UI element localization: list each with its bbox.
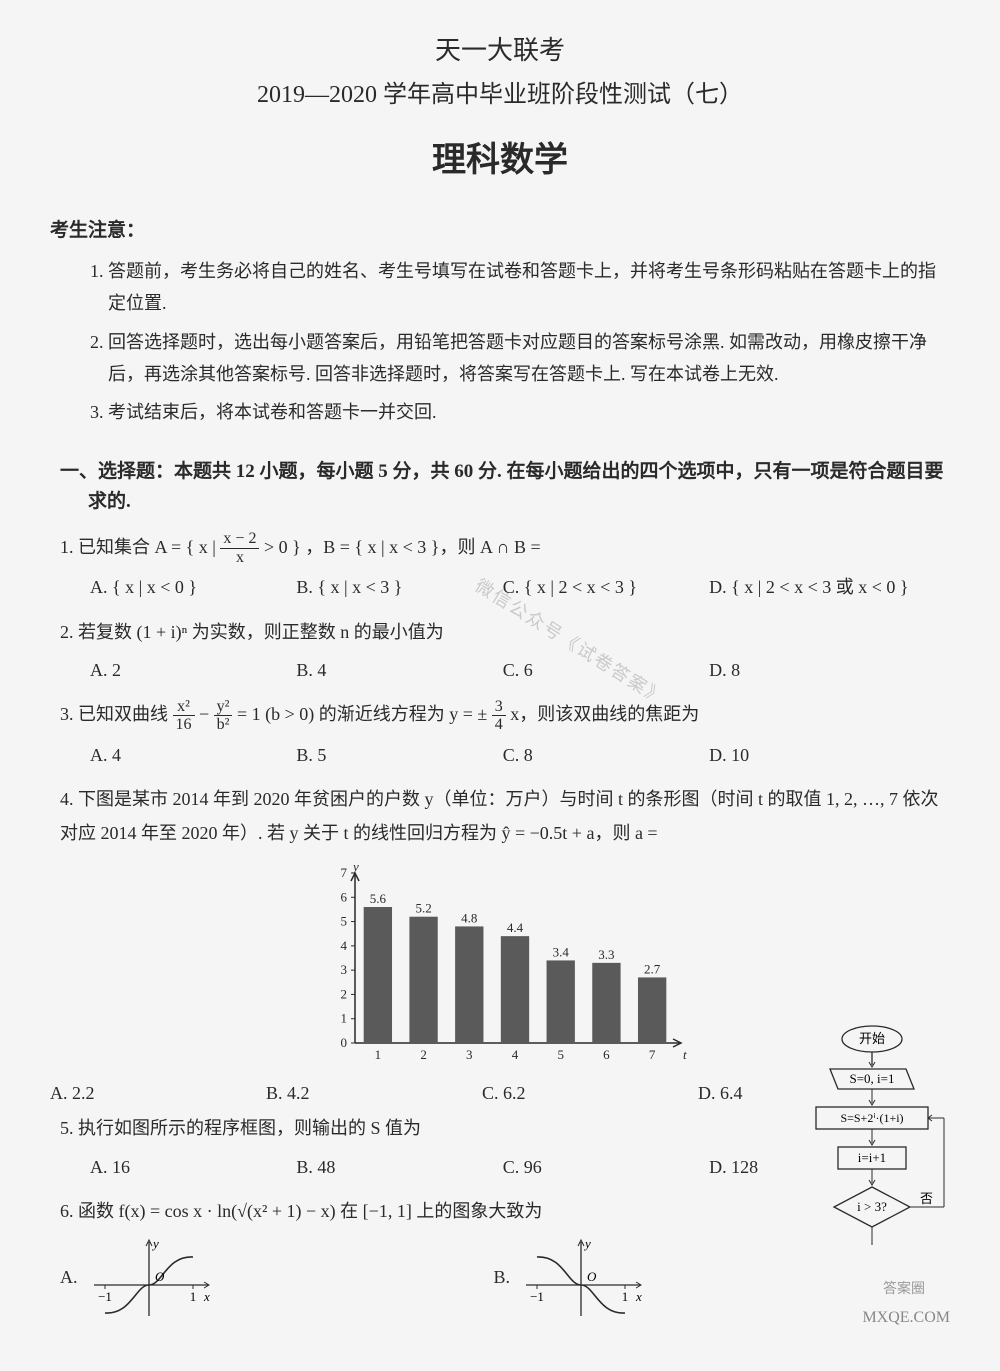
svg-text:S=0, i=1: S=0, i=1 <box>849 1071 894 1086</box>
notice-title: 考生注意： <box>50 216 950 246</box>
q2-text: 2. 若复数 (1 + i)ⁿ 为实数，则正整数 n 的最小值为 <box>60 622 444 642</box>
curve-plot-b: −1 1 Oy x <box>516 1234 646 1324</box>
svg-text:开始: 开始 <box>859 1031 885 1046</box>
q4-optC: C. 6.2 <box>482 1079 698 1108</box>
q1-set: { x | x − 2x > 0 } <box>186 537 301 557</box>
svg-text:y: y <box>351 859 359 874</box>
svg-text:i=i+1: i=i+1 <box>858 1150 886 1165</box>
section1-title: 一、选择题：本题共 12 小题，每小题 5 分，共 60 分. 在每小题给出的四… <box>78 457 950 518</box>
svg-text:6: 6 <box>341 889 348 904</box>
svg-text:6: 6 <box>603 1047 610 1062</box>
svg-text:1: 1 <box>375 1047 382 1062</box>
svg-text:y: y <box>151 1236 159 1251</box>
q6-optB-block: B. −1 1 Oy x <box>494 1234 647 1324</box>
q3-text: 3. 已知双曲线 x²16 − y²b² = 1 (b > 0) 的渐近线方程为… <box>60 704 699 724</box>
svg-text:3: 3 <box>466 1047 473 1062</box>
watermark-1: 答案圈 <box>883 1279 925 1301</box>
q4-bar-chart: 012345675.615.224.834.443.453.362.77yt <box>315 859 695 1069</box>
q5-text: 5. 执行如图所示的程序框图，则输出的 S 值为 <box>60 1118 421 1138</box>
svg-text:2.7: 2.7 <box>644 961 661 976</box>
q6-text: 6. 函数 f(x) = cos x · ln(√(x² + 1) − x) 在… <box>60 1201 542 1221</box>
q4-optB: B. 4.2 <box>266 1079 482 1108</box>
q6-optA-block: A. −1 1 Oy x <box>60 1234 214 1324</box>
flowchart-svg: 开始 S=0, i=1 S=S+2ⁱ·(1+i) i=i+1 i > 3? 否 <box>810 1021 960 1311</box>
q5-optC: C. 96 <box>503 1150 709 1184</box>
svg-text:4: 4 <box>512 1047 519 1062</box>
exam-header: 天一大联考 2019—2020 学年高中毕业班阶段性测试（七） 理科数学 <box>50 30 950 188</box>
svg-text:O: O <box>587 1269 597 1284</box>
notice-item: 1. 答题前，考生务必将自己的姓名、考生号填写在试卷和答题卡上，并将考生号条形码… <box>90 255 950 320</box>
svg-text:2: 2 <box>341 986 348 1001</box>
svg-text:1: 1 <box>189 1289 196 1304</box>
q1-optC: C. { x | 2 < x < 3 } <box>503 570 709 604</box>
svg-text:4.4: 4.4 <box>507 920 524 935</box>
svg-text:否: 否 <box>920 1191 933 1206</box>
svg-text:i > 3?: i > 3? <box>857 1199 887 1214</box>
question-3: 3. 已知双曲线 x²16 − y²b² = 1 (b > 0) 的渐近线方程为… <box>60 697 950 772</box>
q5-optA: A. 16 <box>90 1150 296 1184</box>
notice-item: 3. 考试结束后，将本试卷和答题卡一并交回. <box>90 396 950 428</box>
curve-plot-a: −1 1 Oy x <box>84 1234 214 1324</box>
q4-text: 4. 下图是某市 2014 年到 2020 年贫困户的户数 y（单位：万户）与时… <box>60 789 939 843</box>
svg-text:7: 7 <box>649 1047 656 1062</box>
svg-text:5: 5 <box>341 913 348 928</box>
svg-text:5.6: 5.6 <box>370 891 387 906</box>
svg-text:4: 4 <box>341 937 348 952</box>
question-2: 2. 若复数 (1 + i)ⁿ 为实数，则正整数 n 的最小值为 A. 2 B.… <box>60 615 950 687</box>
svg-text:2: 2 <box>420 1047 427 1062</box>
q2-optC: C. 6 <box>503 653 709 687</box>
svg-text:7: 7 <box>341 865 348 880</box>
q2-options: A. 2 B. 4 C. 6 D. 8 <box>90 653 950 687</box>
q6-optA: A. <box>60 1260 78 1294</box>
svg-text:4.8: 4.8 <box>461 910 477 925</box>
svg-text:x: x <box>635 1289 642 1304</box>
flowchart: 开始 S=0, i=1 S=S+2ⁱ·(1+i) i=i+1 i > 3? 否 <box>810 1021 970 1311</box>
question-1: 1. 已知集合 A = { x | x − 2x > 0 } ，B = { x … <box>60 530 950 605</box>
q5-optB: B. 48 <box>296 1150 502 1184</box>
q1-optB: B. { x | x < 3 } <box>296 570 502 604</box>
notice-list: 1. 答题前，考生务必将自己的姓名、考生号填写在试卷和答题卡上，并将考生号条形码… <box>50 255 950 429</box>
svg-text:y: y <box>583 1236 591 1251</box>
notice-block: 考生注意： 1. 答题前，考生务必将自己的姓名、考生号填写在试卷和答题卡上，并将… <box>50 216 950 428</box>
svg-text:0: 0 <box>341 1035 348 1050</box>
q3-optB: B. 5 <box>296 738 502 772</box>
q1-text-mid: ，B = { x | x < 3 }，则 A ∩ B = <box>305 537 540 557</box>
notice-item: 2. 回答选择题时，选出每小题答案后，用铅笔把答题卡对应题目的答案标号涂黑. 如… <box>90 326 950 391</box>
q1-options: A. { x | x < 0 } B. { x | x < 3 } C. { x… <box>90 570 950 604</box>
q3-optD: D. 10 <box>709 738 915 772</box>
svg-text:5.2: 5.2 <box>415 900 431 915</box>
q6-optB: B. <box>494 1260 511 1294</box>
q3-optC: C. 8 <box>503 738 709 772</box>
subject-title: 理科数学 <box>50 134 950 188</box>
svg-text:3: 3 <box>341 962 348 977</box>
q3-optA: A. 4 <box>90 738 296 772</box>
q2-optB: B. 4 <box>296 653 502 687</box>
bar-chart-svg: 012345675.615.224.834.443.453.362.77yt <box>315 859 695 1069</box>
q4-optA: A. 2.2 <box>50 1079 266 1108</box>
q3-options: A. 4 B. 5 C. 8 D. 10 <box>90 738 950 772</box>
header-line1: 天一大联考 <box>50 30 950 72</box>
q2-optD: D. 8 <box>709 653 915 687</box>
svg-text:−1: −1 <box>530 1289 544 1304</box>
svg-text:5: 5 <box>557 1047 564 1062</box>
q1-optA: A. { x | x < 0 } <box>90 570 296 604</box>
header-line2: 2019—2020 学年高中毕业班阶段性测试（七） <box>50 76 950 114</box>
svg-text:1: 1 <box>622 1289 629 1304</box>
svg-text:3.4: 3.4 <box>553 944 570 959</box>
flowchart-wrap: 开始 S=0, i=1 S=S+2ⁱ·(1+i) i=i+1 i > 3? 否 <box>810 1021 970 1311</box>
watermark-2: MXQE.COM <box>862 1305 950 1331</box>
q2-optA: A. 2 <box>90 653 296 687</box>
svg-text:O: O <box>155 1269 165 1284</box>
svg-text:1: 1 <box>341 1010 348 1025</box>
svg-text:S=S+2ⁱ·(1+i): S=S+2ⁱ·(1+i) <box>840 1111 903 1125</box>
q1-optD: D. { x | 2 < x < 3 或 x < 0 } <box>709 570 950 604</box>
q1-text-pre: 1. 已知集合 A = <box>60 537 186 557</box>
svg-text:x: x <box>203 1289 210 1304</box>
svg-text:t: t <box>683 1047 687 1062</box>
svg-text:3.3: 3.3 <box>598 946 614 961</box>
svg-text:−1: −1 <box>98 1289 112 1304</box>
